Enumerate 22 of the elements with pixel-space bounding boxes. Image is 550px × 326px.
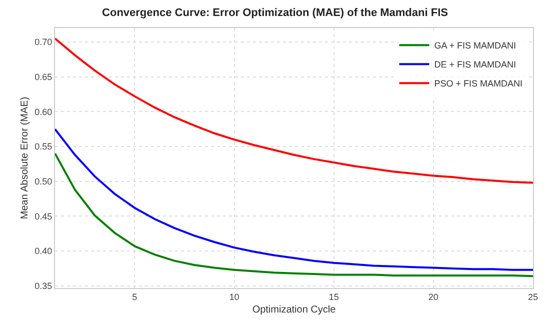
chart-title: Convergence Curve: Error Optimization (MAE) of the Mamdani FIS (102, 6, 448, 19)
x-tick-label: 20 (428, 292, 438, 302)
legend-label: GA + FIS MAMDANI (434, 40, 516, 51)
y-tick-label: 0.40 (34, 246, 52, 256)
y-tick-label: 0.50 (34, 176, 52, 186)
line-series (55, 37, 533, 184)
legend-label: DE + FIS MAMDANI (434, 60, 516, 70)
x-tick-label: 25 (528, 292, 538, 302)
y-tick-label: 0.60 (34, 106, 52, 117)
x-axis-title: Optimization Cycle (252, 304, 336, 316)
y-tick-label: 0.70 (34, 37, 52, 48)
line-series (55, 128, 533, 271)
y-tick-label: 0.45 (34, 211, 52, 222)
x-tick-label: 10 (229, 292, 240, 302)
line-series (55, 152, 533, 278)
y-tick-label: 0.65 (34, 72, 52, 82)
y-tick-label: 0.35 (34, 281, 52, 292)
x-tick-label: 5 (132, 292, 138, 302)
y-tick-label: 0.55 (34, 142, 52, 152)
x-tick-label: 15 (328, 292, 339, 302)
y-axis-title: Mean Absolute Error (MAE) (20, 96, 31, 220)
legend-label: PSO + FIS MAMDANI (434, 78, 522, 89)
